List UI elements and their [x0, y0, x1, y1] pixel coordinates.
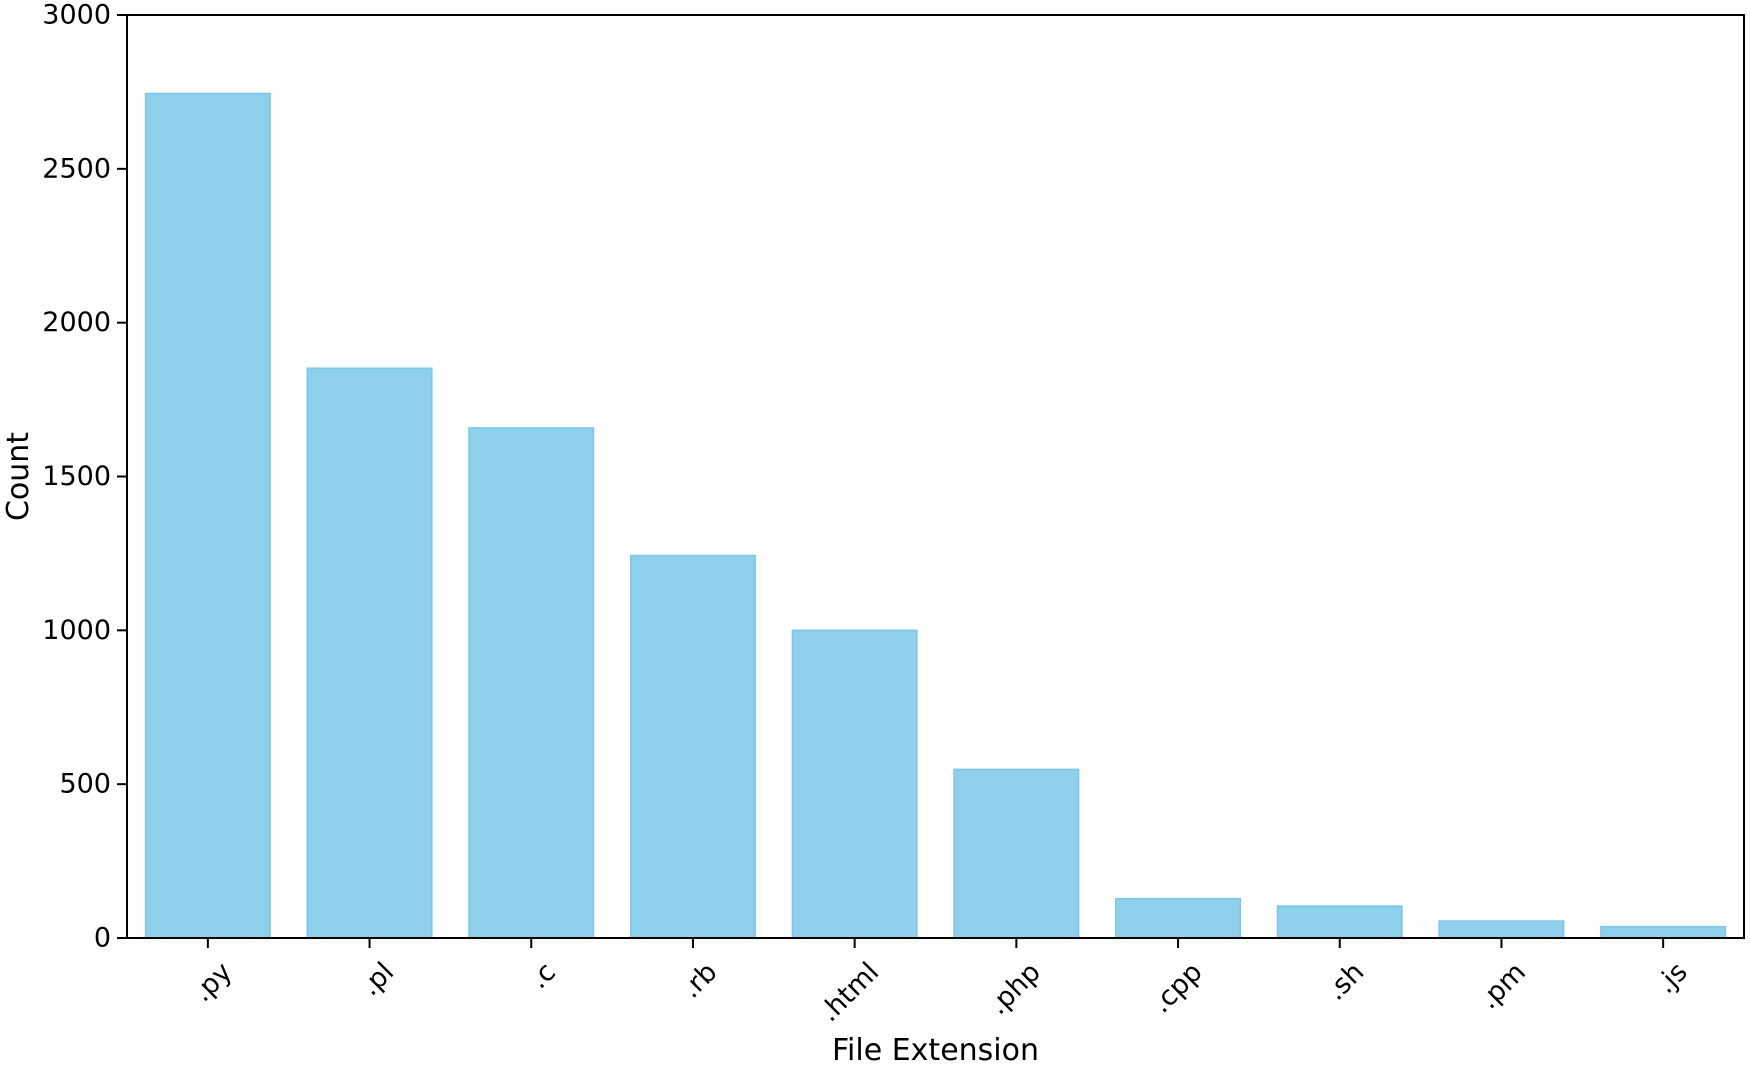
x-tick-label: .sh [1320, 957, 1370, 1007]
x-tick-label: .js [1650, 957, 1693, 1000]
x-axis-ticks: .py .pl .c .rb .html .php .cpp .sh .pm .js [187, 938, 1694, 1028]
x-tick-label: .pm [1473, 957, 1532, 1016]
y-tick-label: 3000 [42, 0, 111, 31]
bar-php [953, 768, 1080, 939]
x-axis-title: File Extension [832, 1033, 1039, 1067]
y-tick-label: 2000 [42, 307, 111, 338]
y-tick-label: 0 [94, 923, 111, 954]
x-tick-label: .c [523, 957, 561, 995]
y-axis-title: Count [1, 432, 36, 521]
bar-sh [1276, 905, 1403, 939]
bar-js [1600, 925, 1727, 939]
y-tick-label: 1500 [42, 461, 111, 492]
x-tick-label: .pl [355, 957, 400, 1002]
y-tick-label: 1000 [42, 615, 111, 646]
x-tick-label: .py [187, 957, 238, 1008]
bar-html [791, 629, 918, 939]
y-tick-label: 500 [59, 769, 111, 800]
bar-pm [1438, 920, 1565, 939]
bars-group [144, 92, 1727, 939]
y-axis-ticks: 0 500 1000 1500 2000 2500 3000 [42, 0, 127, 954]
x-tick-label: .php [983, 957, 1047, 1021]
bar-c [468, 427, 595, 939]
bar-cpp [1115, 897, 1242, 939]
plot-frame [126, 14, 1745, 939]
x-tick-label: .html [814, 957, 885, 1028]
bar-py [144, 92, 271, 939]
x-tick-label: .cpp [1146, 957, 1209, 1020]
y-tick-label: 2500 [42, 153, 111, 184]
bar-rb [629, 554, 756, 939]
bar-pl [306, 367, 433, 939]
x-tick-label: .rb [676, 957, 724, 1005]
